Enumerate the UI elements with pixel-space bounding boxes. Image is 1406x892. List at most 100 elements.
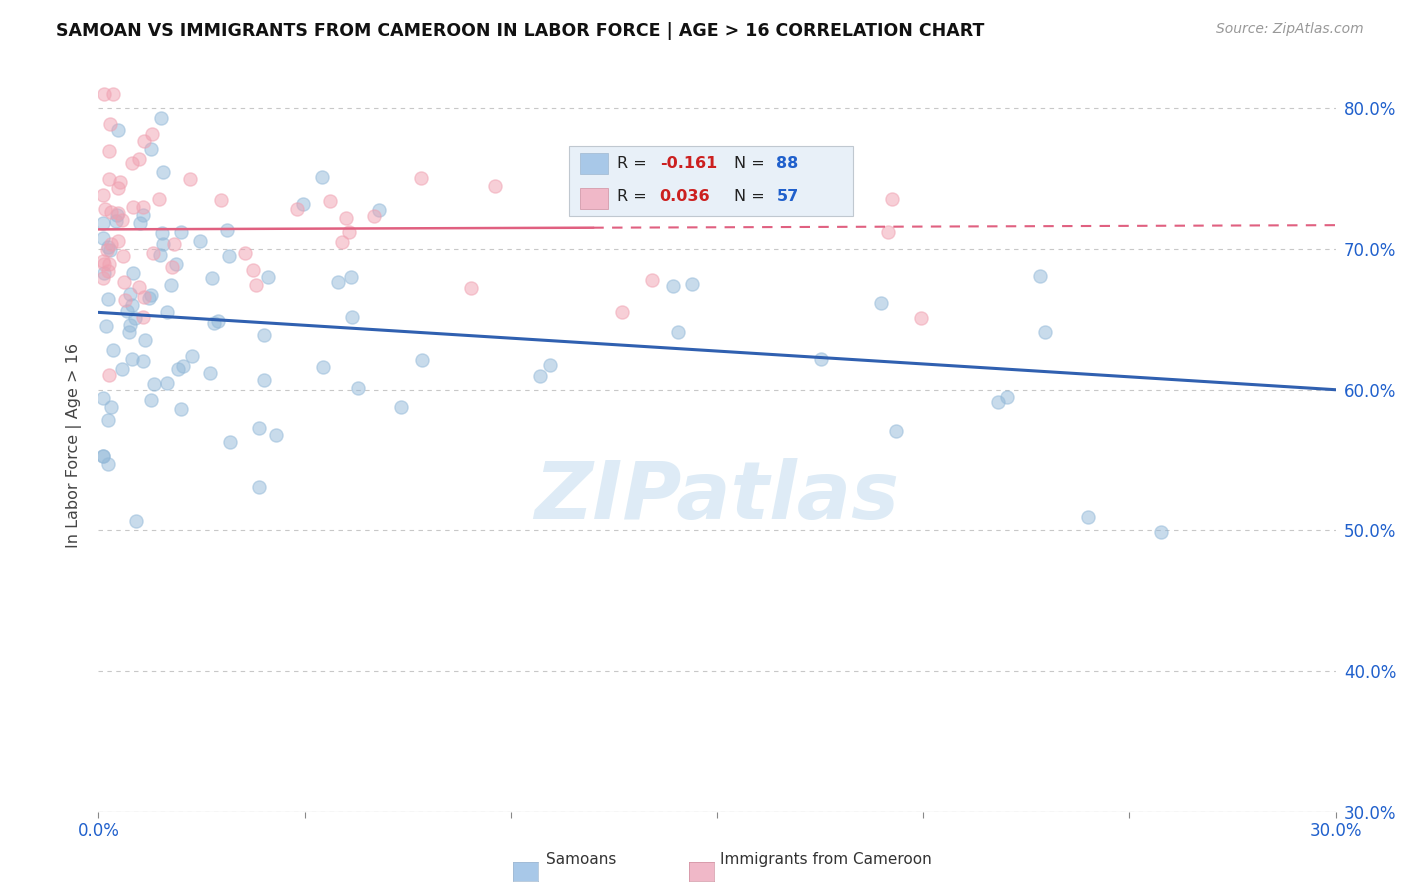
Point: [91, 449, 114, 463]
Point: [105, 208, 128, 222]
Point: [987, 395, 1010, 409]
Point: [107, 206, 129, 220]
Point: [179, 172, 201, 186]
Point: [132, 354, 155, 368]
Point: [218, 435, 240, 450]
Point: [125, 514, 148, 528]
Point: [121, 351, 143, 366]
Point: [93, 266, 115, 280]
Point: [367, 203, 389, 218]
Point: [484, 178, 506, 193]
Point: [233, 245, 256, 260]
Point: [198, 366, 221, 380]
Point: [93, 87, 115, 102]
Point: [118, 318, 141, 332]
Point: [339, 225, 361, 239]
Point: [128, 280, 150, 294]
Point: [149, 111, 172, 125]
Point: [610, 305, 633, 319]
Point: [641, 273, 664, 287]
Point: [411, 353, 433, 368]
Point: [165, 257, 187, 271]
Text: N =: N =: [734, 188, 765, 203]
Point: [97, 457, 120, 471]
Point: [93, 449, 115, 463]
Point: [253, 373, 276, 387]
Point: [180, 349, 202, 363]
Point: [121, 200, 143, 214]
Point: [149, 248, 172, 262]
Bar: [579, 153, 609, 174]
Point: [326, 275, 349, 289]
Point: [94, 202, 117, 216]
Point: [114, 293, 136, 307]
Point: [115, 304, 138, 318]
Point: [1029, 268, 1052, 283]
Point: [96, 243, 118, 257]
Text: 57: 57: [776, 188, 799, 203]
Point: [318, 194, 340, 208]
Point: [311, 169, 333, 184]
Point: [132, 310, 155, 325]
Point: [98, 243, 121, 257]
Point: [169, 401, 191, 416]
Point: [1077, 510, 1099, 524]
Text: 88: 88: [776, 156, 799, 171]
Text: Source: ZipAtlas.com: Source: ZipAtlas.com: [1216, 22, 1364, 37]
Point: [163, 236, 186, 251]
Point: [411, 170, 433, 185]
Point: [340, 310, 363, 325]
Point: [167, 361, 190, 376]
Point: [141, 142, 163, 156]
Text: ZIPatlas: ZIPatlas: [534, 458, 900, 536]
Y-axis label: In Labor Force | Age > 16: In Labor Force | Age > 16: [66, 343, 83, 549]
Point: [139, 288, 162, 302]
Point: [160, 277, 183, 292]
Point: [128, 152, 150, 166]
Point: [264, 428, 287, 442]
Point: [247, 421, 270, 435]
Point: [97, 145, 120, 159]
Point: [148, 192, 170, 206]
Point: [257, 269, 280, 284]
Point: [98, 172, 121, 186]
Point: [152, 165, 174, 179]
Point: [253, 327, 276, 342]
Point: [242, 263, 264, 277]
Point: [134, 334, 156, 348]
Point: [103, 87, 125, 102]
Point: [104, 214, 127, 228]
Point: [876, 225, 898, 239]
Point: [884, 425, 907, 439]
Point: [91, 270, 114, 285]
Point: [1033, 326, 1056, 340]
Point: [107, 123, 129, 137]
Point: [155, 305, 177, 319]
Point: [121, 266, 143, 280]
Point: [132, 134, 155, 148]
Point: [97, 240, 120, 254]
Point: [1150, 525, 1173, 540]
Point: [98, 257, 121, 271]
Point: [810, 352, 832, 367]
Point: [245, 278, 267, 293]
Point: [995, 390, 1018, 404]
Point: [96, 318, 118, 333]
Point: [132, 208, 155, 222]
Point: [666, 325, 689, 339]
Point: [209, 194, 232, 208]
Point: [335, 211, 357, 225]
Point: [172, 359, 194, 373]
Point: [389, 400, 412, 414]
Point: [97, 292, 120, 306]
Point: [201, 270, 224, 285]
Point: [93, 257, 115, 271]
Point: [150, 226, 173, 240]
Point: [112, 249, 135, 263]
Point: [132, 290, 155, 304]
Point: [312, 359, 335, 374]
Point: [121, 297, 143, 311]
Point: [679, 186, 702, 201]
Point: [97, 264, 120, 278]
Point: [91, 216, 114, 230]
